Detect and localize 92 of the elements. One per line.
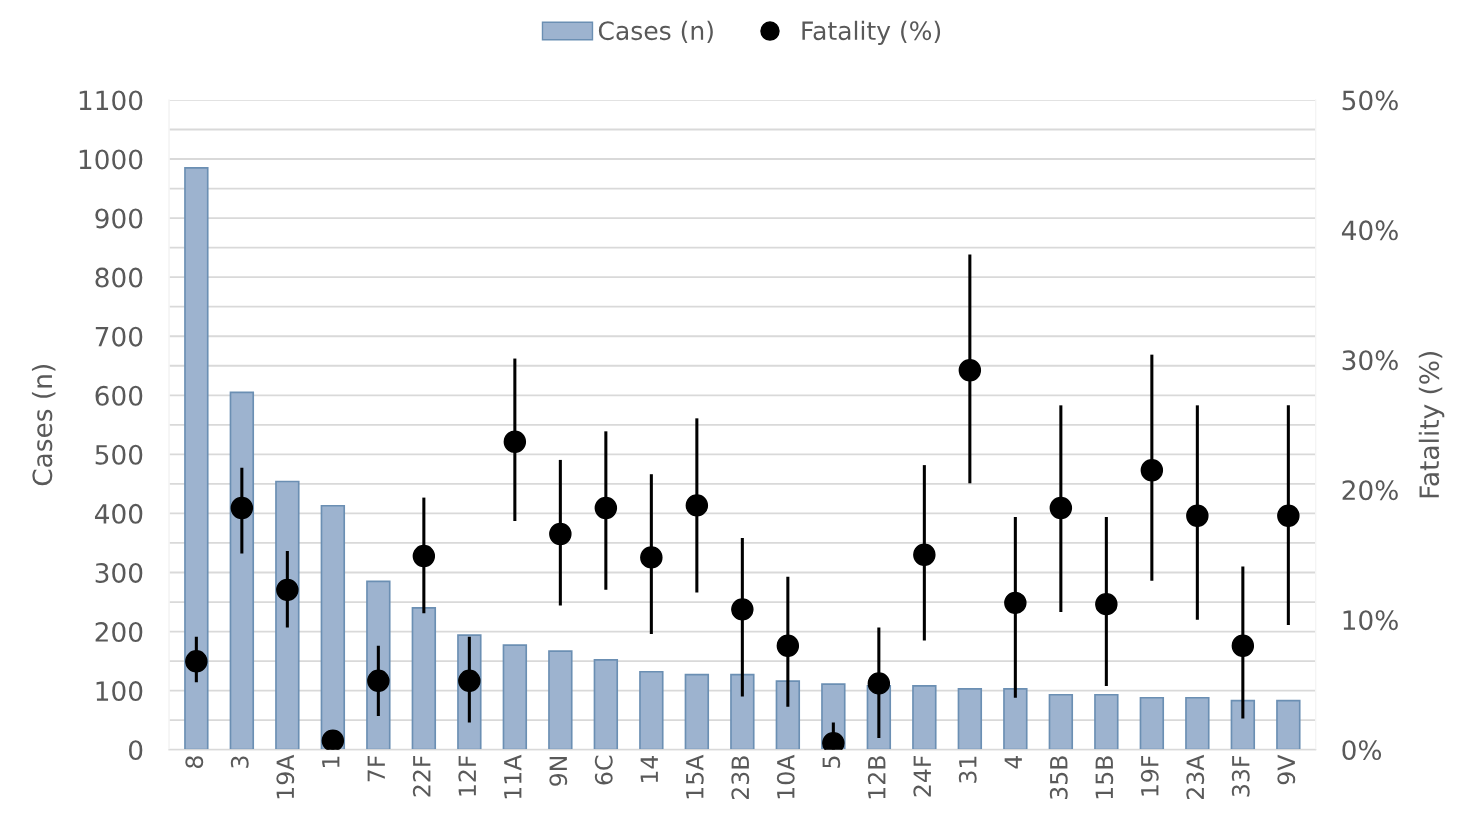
point xyxy=(867,672,891,695)
bar xyxy=(1139,696,1165,750)
bar xyxy=(775,680,801,750)
bar xyxy=(320,504,346,750)
bar xyxy=(502,644,528,750)
point xyxy=(1140,459,1164,482)
point xyxy=(230,496,254,520)
point xyxy=(321,729,345,750)
x-tick-label: 19A xyxy=(276,754,295,799)
bar xyxy=(275,480,300,750)
y-tick-label: 1000 xyxy=(79,149,143,170)
x-tick-label: 8 xyxy=(185,756,204,768)
bar xyxy=(1094,693,1119,750)
bar xyxy=(1003,688,1028,750)
x-tick-label: 22F xyxy=(412,755,431,797)
x-tick-label: 12B xyxy=(867,756,886,799)
y2-tick-label: 20% xyxy=(1342,480,1398,501)
point xyxy=(276,578,299,602)
point xyxy=(640,546,663,569)
point xyxy=(685,494,709,517)
bar xyxy=(229,391,255,750)
y-tick-label: 200 xyxy=(95,622,143,642)
point xyxy=(594,496,618,520)
bar xyxy=(593,659,619,750)
bar xyxy=(957,688,983,750)
bar xyxy=(639,670,664,750)
x-tick-label: 23A xyxy=(1186,754,1205,800)
x-tick-label: 6C xyxy=(594,755,613,785)
y2-tick-label: 10% xyxy=(1343,610,1398,631)
x-tick-label: 5 xyxy=(822,756,841,768)
x-tick-label: 11A xyxy=(504,754,522,799)
point xyxy=(1004,591,1027,615)
legend-label: Cases (n) xyxy=(598,20,713,44)
legend-label: Fatality (%) xyxy=(802,20,941,45)
point xyxy=(1095,592,1118,616)
y2-tick-label: 40% xyxy=(1341,220,1398,241)
bar xyxy=(730,673,755,750)
x-tick-label: 9V xyxy=(1277,754,1296,785)
x-tick-label: 33F xyxy=(1231,755,1250,797)
y-tick-label: 800 xyxy=(95,267,143,288)
point xyxy=(1231,634,1255,657)
bar xyxy=(1276,699,1301,750)
bar xyxy=(684,673,710,750)
point xyxy=(731,598,754,621)
y2-axis-title: Fatality (%) xyxy=(1418,352,1445,498)
bar xyxy=(912,685,937,750)
point xyxy=(549,522,572,546)
bar xyxy=(1230,699,1256,750)
y-tick-label: 500 xyxy=(95,444,143,465)
y2-tick-label: 0% xyxy=(1342,740,1382,761)
x-tick-label: 9N xyxy=(549,756,568,786)
y2-tick-label: 30% xyxy=(1342,350,1398,371)
y-tick-label: 400 xyxy=(94,503,143,524)
point xyxy=(1186,504,1209,528)
point xyxy=(776,634,800,657)
y-tick-label: 900 xyxy=(95,208,143,229)
point xyxy=(1049,496,1073,520)
point xyxy=(913,543,936,567)
x-tick-label: 12F xyxy=(458,755,476,796)
bar xyxy=(411,607,437,750)
point xyxy=(412,544,436,568)
y-tick-label: 700 xyxy=(95,326,143,347)
y-tick-label: 1100 xyxy=(79,90,143,111)
y-tick-label: 300 xyxy=(95,562,143,583)
x-tick-label: 14 xyxy=(640,755,658,783)
point xyxy=(185,650,208,673)
x-tick-label: 3 xyxy=(230,756,249,768)
y-tick-label: 600 xyxy=(95,385,143,406)
point xyxy=(958,359,982,382)
x-tick-label: 1 xyxy=(322,756,340,767)
x-tick-label: 15B xyxy=(1095,756,1114,799)
x-tick-label: 31 xyxy=(958,756,977,783)
x-tick-label: 15A xyxy=(686,754,704,799)
y-tick-label: 100 xyxy=(96,681,143,702)
x-tick-label: 10A xyxy=(776,754,795,799)
x-tick-label: 35B xyxy=(1049,756,1068,800)
x-tick-label: 4 xyxy=(1004,755,1022,769)
y2-tick-label: 50% xyxy=(1342,90,1398,111)
x-tick-label: 24F xyxy=(913,755,931,797)
point xyxy=(458,669,481,693)
point xyxy=(367,669,390,693)
x-tick-label: 19F xyxy=(1140,755,1159,796)
point xyxy=(503,430,527,453)
bar xyxy=(1185,696,1210,750)
bar xyxy=(184,167,209,750)
x-tick-label: 23B xyxy=(731,756,750,800)
y-axis-title: Cases (n) xyxy=(31,365,56,486)
y-tick-label: 0 xyxy=(129,740,143,761)
bar xyxy=(1048,693,1074,750)
point xyxy=(1277,504,1300,528)
bar xyxy=(548,650,573,750)
x-tick-label: 7F xyxy=(367,755,385,782)
